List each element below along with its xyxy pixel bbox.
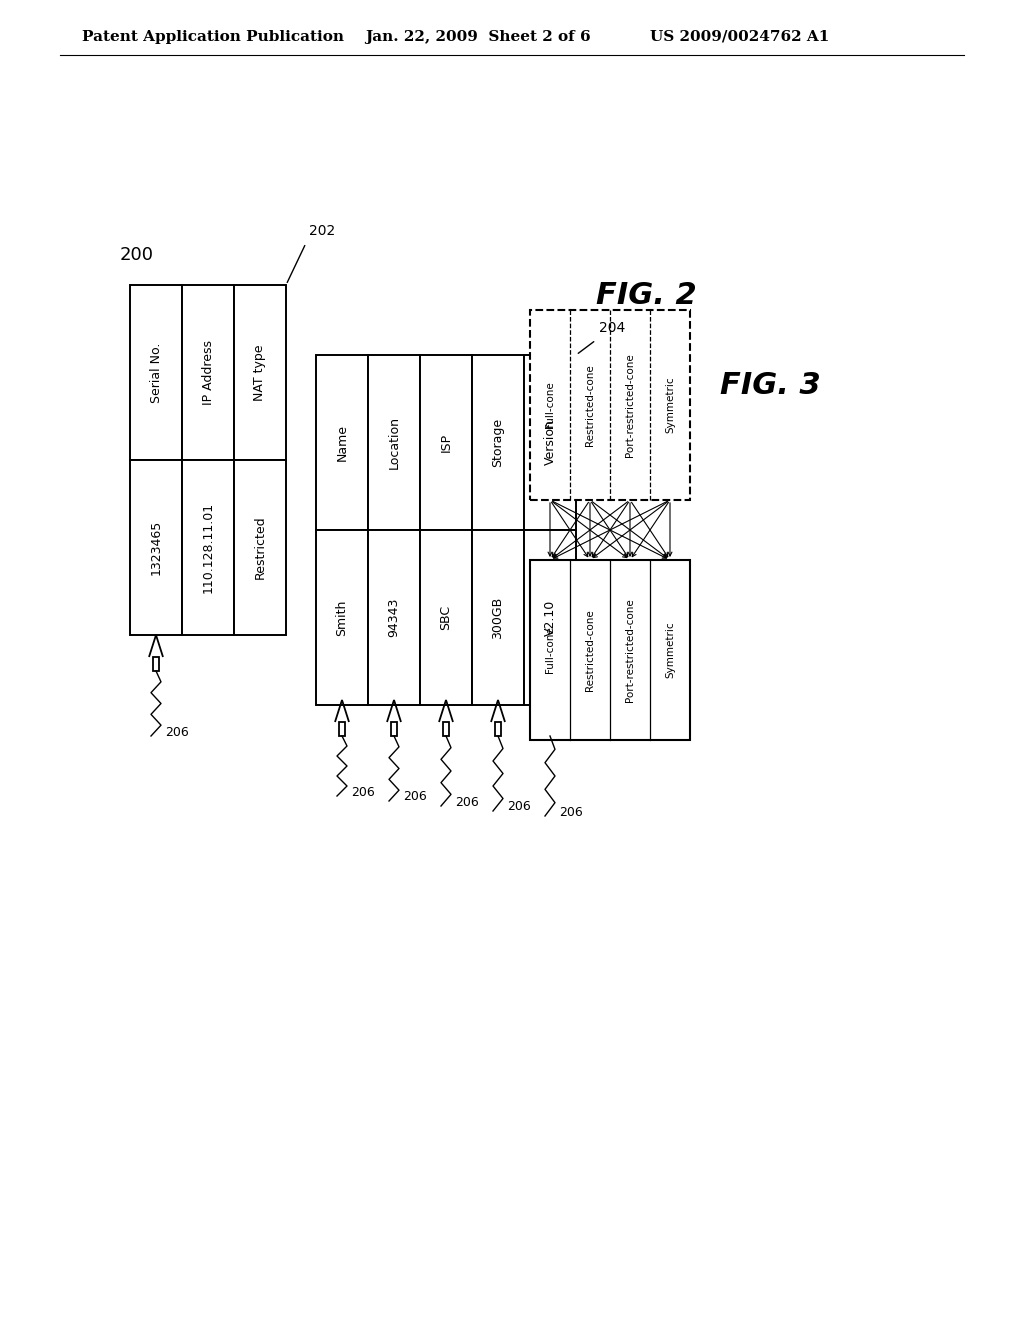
- Text: Serial No.: Serial No.: [150, 342, 163, 403]
- Text: ISP: ISP: [439, 433, 453, 451]
- Text: Port-restricted-cone: Port-restricted-cone: [625, 354, 635, 457]
- Bar: [524, 531, 575, 705]
- Text: 110.128.11.01: 110.128.11.01: [202, 502, 214, 593]
- Text: 1323465: 1323465: [150, 520, 163, 576]
- Text: Location: Location: [387, 416, 400, 469]
- Text: Restricted-cone: Restricted-cone: [585, 609, 595, 690]
- Text: Restricted-cone: Restricted-cone: [585, 364, 595, 446]
- Bar: [130, 459, 182, 635]
- Text: FIG. 3: FIG. 3: [720, 371, 821, 400]
- Text: Storage: Storage: [492, 418, 505, 467]
- Text: Name: Name: [336, 424, 348, 461]
- Bar: [153, 657, 159, 671]
- Bar: [443, 722, 449, 737]
- Text: Full-cone: Full-cone: [545, 381, 555, 429]
- Text: Smith: Smith: [336, 599, 348, 636]
- Bar: [530, 560, 690, 741]
- Bar: [420, 531, 472, 705]
- Text: 200: 200: [120, 246, 154, 264]
- Bar: [547, 722, 553, 737]
- Text: Symmetric: Symmetric: [665, 376, 675, 433]
- Text: 206: 206: [507, 800, 530, 813]
- Text: 206: 206: [351, 785, 375, 799]
- Bar: [130, 285, 182, 459]
- Bar: [316, 355, 368, 531]
- Text: NAT type: NAT type: [254, 345, 266, 401]
- Bar: [472, 355, 524, 531]
- Text: Port-restricted-cone: Port-restricted-cone: [625, 598, 635, 702]
- Bar: [391, 722, 397, 737]
- Text: Restricted: Restricted: [254, 516, 266, 579]
- Text: 206: 206: [403, 791, 427, 804]
- Text: 206: 206: [165, 726, 188, 738]
- Text: 94343: 94343: [387, 598, 400, 638]
- Text: IP Address: IP Address: [202, 341, 214, 405]
- Text: 206: 206: [455, 796, 479, 808]
- Text: 202: 202: [309, 224, 335, 238]
- Text: Patent Application Publication: Patent Application Publication: [82, 30, 344, 44]
- Text: Symmetric: Symmetric: [665, 622, 675, 678]
- Bar: [182, 285, 234, 459]
- Text: 300GB: 300GB: [492, 597, 505, 639]
- Bar: [368, 355, 420, 531]
- Bar: [182, 459, 234, 635]
- Bar: [495, 722, 501, 737]
- Bar: [316, 531, 368, 705]
- Text: Version: Version: [544, 420, 556, 466]
- Bar: [339, 722, 345, 737]
- Bar: [524, 355, 575, 531]
- Bar: [234, 459, 286, 635]
- Bar: [472, 531, 524, 705]
- Text: US 2009/0024762 A1: US 2009/0024762 A1: [650, 30, 829, 44]
- Bar: [234, 285, 286, 459]
- Text: Jan. 22, 2009  Sheet 2 of 6: Jan. 22, 2009 Sheet 2 of 6: [365, 30, 591, 44]
- Bar: [420, 355, 472, 531]
- Text: Full-cone: Full-cone: [545, 627, 555, 673]
- Bar: [530, 310, 690, 500]
- Text: SBC: SBC: [439, 605, 453, 630]
- Bar: [368, 531, 420, 705]
- Text: 204: 204: [599, 321, 626, 335]
- Text: V2.10: V2.10: [544, 599, 556, 636]
- Text: FIG. 2: FIG. 2: [596, 281, 696, 309]
- Text: 206: 206: [559, 805, 583, 818]
